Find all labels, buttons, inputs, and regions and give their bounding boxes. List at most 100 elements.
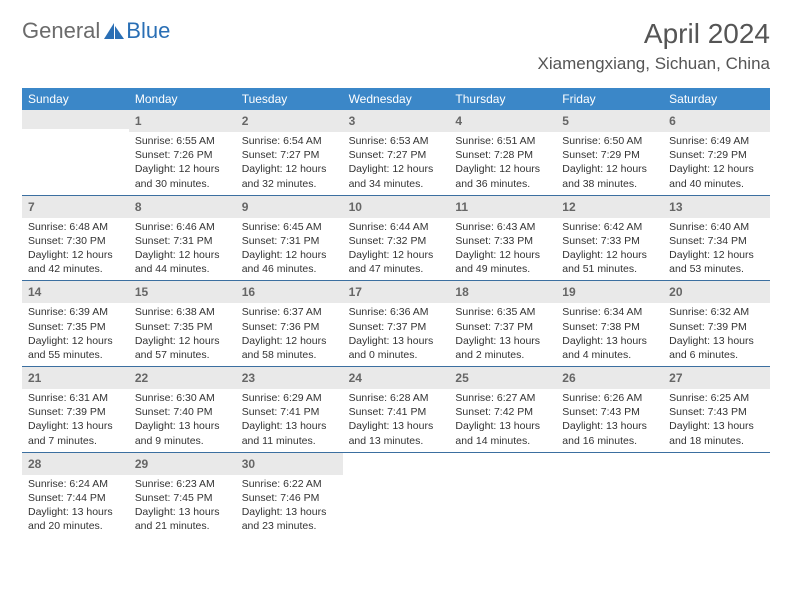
day-body: Sunrise: 6:34 AMSunset: 7:38 PMDaylight:… bbox=[556, 303, 663, 366]
day-cell: 12 Sunrise: 6:42 AMSunset: 7:33 PMDayligh… bbox=[556, 196, 663, 281]
day-number: 2 bbox=[242, 114, 249, 128]
logo-text-general: General bbox=[22, 18, 100, 44]
week-row: 28Sunrise: 6:24 AMSunset: 7:44 PMDayligh… bbox=[22, 453, 770, 538]
sunset-line: Sunset: 7:33 PM bbox=[562, 234, 657, 248]
title-block: April 2024 Xiamengxiang, Sichuan, China bbox=[538, 18, 770, 74]
daynum-bar: 15 bbox=[129, 281, 236, 303]
day-body: Sunrise: 6:26 AMSunset: 7:43 PMDaylight:… bbox=[556, 389, 663, 452]
sunset-line: Sunset: 7:36 PM bbox=[242, 320, 337, 334]
sunset-line: Sunset: 7:46 PM bbox=[242, 491, 337, 505]
daynum-bar: 6 bbox=[663, 110, 770, 132]
day-number: 12 bbox=[562, 200, 575, 214]
day-number: 18 bbox=[455, 285, 468, 299]
day-cell: 23Sunrise: 6:29 AMSunset: 7:41 PMDayligh… bbox=[236, 367, 343, 452]
sunset-line: Sunset: 7:39 PM bbox=[669, 320, 764, 334]
sunrise-line: Sunrise: 6:48 AM bbox=[28, 220, 123, 234]
sunset-line: Sunset: 7:30 PM bbox=[28, 234, 123, 248]
daynum-bar: 12 bbox=[556, 196, 663, 218]
daynum-bar: 16 bbox=[236, 281, 343, 303]
dow-cell: Monday bbox=[129, 88, 236, 110]
day-cell: 30Sunrise: 6:22 AMSunset: 7:46 PMDayligh… bbox=[236, 453, 343, 538]
daynum-bar: 26 bbox=[556, 367, 663, 389]
day-number: 9 bbox=[242, 200, 249, 214]
daynum-bar: 27 bbox=[663, 367, 770, 389]
day-cell: 8Sunrise: 6:46 AMSunset: 7:31 PMDaylight… bbox=[129, 196, 236, 281]
day-body: Sunrise: 6:32 AMSunset: 7:39 PMDaylight:… bbox=[663, 303, 770, 366]
day-body: Sunrise: 6:31 AMSunset: 7:39 PMDaylight:… bbox=[22, 389, 129, 452]
day-body: Sunrise: 6:50 AMSunset: 7:29 PMDaylight:… bbox=[556, 132, 663, 195]
day-body: Sunrise: 6:55 AMSunset: 7:26 PMDaylight:… bbox=[129, 132, 236, 195]
sunrise-line: Sunrise: 6:40 AM bbox=[669, 220, 764, 234]
day-number: 19 bbox=[562, 285, 575, 299]
dow-cell: Wednesday bbox=[343, 88, 450, 110]
daynum-bar: 1 bbox=[129, 110, 236, 132]
day-cell: 16 Sunrise: 6:37 AMSunset: 7:36 PMDayligh… bbox=[236, 281, 343, 366]
daylight-line: Daylight: 13 hours and 7 minutes. bbox=[28, 419, 123, 447]
daynum-bar: 17 bbox=[343, 281, 450, 303]
sunset-line: Sunset: 7:39 PM bbox=[28, 405, 123, 419]
day-cell: 20Sunrise: 6:32 AMSunset: 7:39 PMDayligh… bbox=[663, 281, 770, 366]
day-cell: 24Sunrise: 6:28 AMSunset: 7:41 PMDayligh… bbox=[343, 367, 450, 452]
daynum-bar: 25 bbox=[449, 367, 556, 389]
day-cell: 18 Sunrise: 6:35 AMSunset: 7:37 PMDayligh… bbox=[449, 281, 556, 366]
daynum-bar: 13 bbox=[663, 196, 770, 218]
day-cell: 26Sunrise: 6:26 AMSunset: 7:43 PMDayligh… bbox=[556, 367, 663, 452]
logo: General Blue bbox=[22, 18, 170, 44]
day-body: Sunrise: 6:25 AMSunset: 7:43 PMDaylight:… bbox=[663, 389, 770, 452]
daynum-bar: 23 bbox=[236, 367, 343, 389]
day-number: 5 bbox=[562, 114, 569, 128]
day-cell: 10Sunrise: 6:44 AMSunset: 7:32 PMDayligh… bbox=[343, 196, 450, 281]
daylight-line: Daylight: 12 hours and 58 minutes. bbox=[242, 334, 337, 362]
daynum-bar: 3 bbox=[343, 110, 450, 132]
day-cell: 6Sunrise: 6:49 AMSunset: 7:29 PMDaylight… bbox=[663, 110, 770, 195]
sunset-line: Sunset: 7:31 PM bbox=[135, 234, 230, 248]
sunrise-line: Sunrise: 6:42 AM bbox=[562, 220, 657, 234]
daynum-bar: 22 bbox=[129, 367, 236, 389]
day-body: Sunrise: 6:38 AMSunset: 7:35 PMDaylight:… bbox=[129, 303, 236, 366]
daylight-line: Daylight: 13 hours and 9 minutes. bbox=[135, 419, 230, 447]
daynum-bar bbox=[556, 453, 663, 472]
sunset-line: Sunset: 7:29 PM bbox=[669, 148, 764, 162]
day-body: Sunrise: 6:23 AMSunset: 7:45 PMDaylight:… bbox=[129, 475, 236, 538]
daylight-line: Daylight: 13 hours and 13 minutes. bbox=[349, 419, 444, 447]
day-number: 7 bbox=[28, 200, 35, 214]
daylight-line: Daylight: 12 hours and 30 minutes. bbox=[135, 162, 230, 190]
sunrise-line: Sunrise: 6:50 AM bbox=[562, 134, 657, 148]
day-number: 16 bbox=[242, 285, 255, 299]
sunrise-line: Sunrise: 6:44 AM bbox=[349, 220, 444, 234]
month-title: April 2024 bbox=[538, 18, 770, 50]
daylight-line: Daylight: 12 hours and 53 minutes. bbox=[669, 248, 764, 276]
day-body: Sunrise: 6:35 AMSunset: 7:37 PMDaylight:… bbox=[449, 303, 556, 366]
day-cell: 25Sunrise: 6:27 AMSunset: 7:42 PMDayligh… bbox=[449, 367, 556, 452]
day-number: 11 bbox=[455, 200, 468, 214]
logo-sail-icon bbox=[104, 23, 124, 39]
sunset-line: Sunset: 7:43 PM bbox=[669, 405, 764, 419]
sunset-line: Sunset: 7:29 PM bbox=[562, 148, 657, 162]
daynum-bar bbox=[22, 110, 129, 129]
daylight-line: Daylight: 12 hours and 51 minutes. bbox=[562, 248, 657, 276]
sunrise-line: Sunrise: 6:37 AM bbox=[242, 305, 337, 319]
daylight-line: Daylight: 13 hours and 20 minutes. bbox=[28, 505, 123, 533]
sunrise-line: Sunrise: 6:31 AM bbox=[28, 391, 123, 405]
daynum-bar: 20 bbox=[663, 281, 770, 303]
daynum-bar: 2 bbox=[236, 110, 343, 132]
day-body: Sunrise: 6:45 AMSunset: 7:31 PMDaylight:… bbox=[236, 218, 343, 281]
daylight-line: Daylight: 13 hours and 0 minutes. bbox=[349, 334, 444, 362]
daynum-bar: 21 bbox=[22, 367, 129, 389]
sunrise-line: Sunrise: 6:23 AM bbox=[135, 477, 230, 491]
daylight-line: Daylight: 12 hours and 40 minutes. bbox=[669, 162, 764, 190]
week-row: 7 Sunrise: 6:48 AMSunset: 7:30 PM Daylight… bbox=[22, 196, 770, 282]
day-number: 3 bbox=[349, 114, 356, 128]
day-number: 24 bbox=[349, 371, 362, 385]
sunrise-line: Sunrise: 6:46 AM bbox=[135, 220, 230, 234]
sunset-line: Sunset: 7:40 PM bbox=[135, 405, 230, 419]
day-cell: 7Sunrise: 6:48 AMSunset: 7:30 PMDaylight… bbox=[22, 196, 129, 281]
sunrise-line: Sunrise: 6:28 AM bbox=[349, 391, 444, 405]
daylight-line: Daylight: 12 hours and 34 minutes. bbox=[349, 162, 444, 190]
day-cell: 11Sunrise: 6:43 AMSunset: 7:33 PMDayligh… bbox=[449, 196, 556, 281]
week-row: 1Sunrise: 6:55 AMSunset: 7:26 PMDaylight… bbox=[22, 110, 770, 196]
day-cell: 21Sunrise: 6:31 AMSunset: 7:39 PMDayligh… bbox=[22, 367, 129, 452]
sunrise-line: Sunrise: 6:25 AM bbox=[669, 391, 764, 405]
day-cell: 17Sunrise: 6:36 AMSunset: 7:37 PMDayligh… bbox=[343, 281, 450, 366]
day-cell: 4Sunrise: 6:51 AMSunset: 7:28 PMDaylight… bbox=[449, 110, 556, 195]
